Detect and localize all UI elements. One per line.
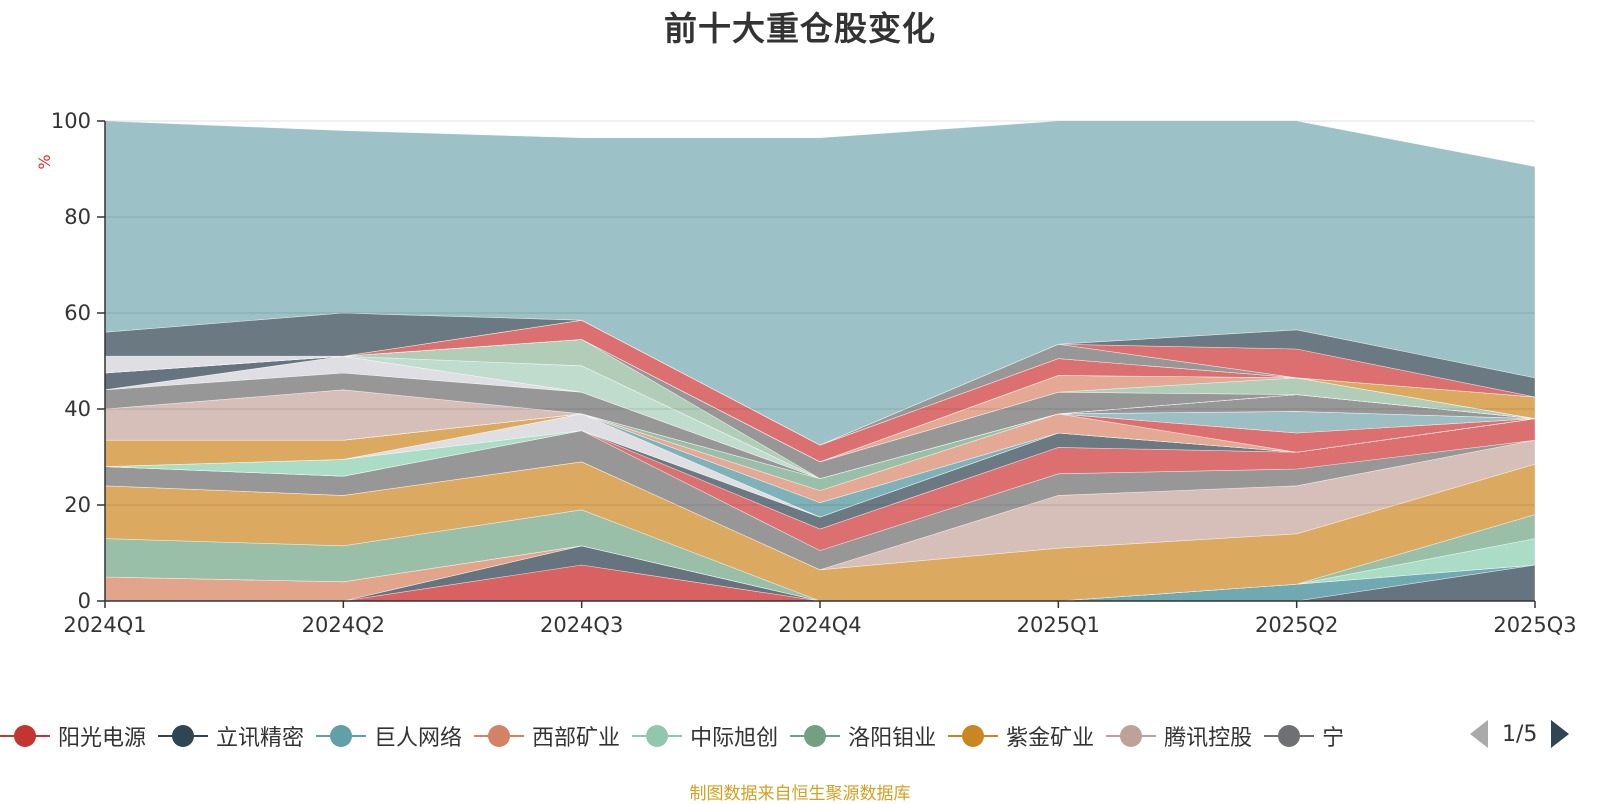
y-axis-unit: % xyxy=(35,154,54,169)
legend-item[interactable]: 西部矿业 xyxy=(474,718,620,754)
legend-label: 腾讯控股 xyxy=(1164,726,1253,751)
legend-marker-icon xyxy=(474,724,525,748)
grid-layer xyxy=(105,120,1535,506)
axis-layer: 0 20 40 60 80 100 2024Q1 2024Q2 2024Q3 2024Q4 2025… xyxy=(51,109,1577,637)
legend-prev-arrow-icon[interactable] xyxy=(1470,720,1488,748)
legend-item[interactable]: 中际旭创 xyxy=(632,718,778,754)
y-tick-label: 80 xyxy=(64,205,91,229)
legend-item[interactable]: 宁 xyxy=(1264,718,1344,754)
x-tick-label: 2025Q2 xyxy=(1255,613,1338,637)
legend-marker-icon xyxy=(316,724,367,748)
legend-label: 洛阳钼业 xyxy=(848,726,937,751)
legend-label: 中际旭创 xyxy=(690,726,779,751)
legend-item[interactable]: 巨人网络 xyxy=(316,718,462,754)
legend-item[interactable]: 紫金矿业 xyxy=(948,718,1094,754)
legend-marker-icon xyxy=(1106,724,1157,748)
x-tick-label: 2025Q3 xyxy=(1493,613,1576,637)
legend: 阳光电源 立讯精密 巨人网络 西部矿业 中际旭创 洛阳钼业 紫金矿业 腾讯控股 宁 xyxy=(0,718,1490,754)
area-series-35[interactable] xyxy=(104,120,1536,446)
legend-marker-icon xyxy=(632,724,683,748)
x-tick-label: 2024Q2 xyxy=(302,613,385,637)
y-tick-label: 0 xyxy=(78,589,91,613)
legend-label: 宁 xyxy=(1322,726,1345,751)
legend-label: 立讯精密 xyxy=(216,726,305,751)
legend-marker-icon xyxy=(1264,724,1315,748)
x-tick-label: 2024Q1 xyxy=(63,613,146,637)
legend-label: 紫金矿业 xyxy=(1006,726,1095,751)
legend-pager: 1/5 xyxy=(1470,714,1570,754)
area-layer xyxy=(104,120,1536,602)
legend-item[interactable]: 阳光电源 xyxy=(0,718,146,754)
chart-title: 前十大重仓股变化 xyxy=(664,9,936,48)
legend-marker-icon xyxy=(158,724,209,748)
x-tick-label: 2025Q1 xyxy=(1017,613,1100,637)
legend-label: 西部矿业 xyxy=(532,726,621,751)
y-tick-label: 100 xyxy=(51,109,91,133)
data-source-note: 制图数据来自恒生聚源数据库 xyxy=(689,784,911,804)
y-tick-label: 20 xyxy=(64,493,91,517)
legend-label: 巨人网络 xyxy=(374,726,463,751)
x-tick-label: 2024Q4 xyxy=(778,613,861,637)
legend-item[interactable]: 立讯精密 xyxy=(158,718,304,754)
legend-marker-icon xyxy=(948,724,999,748)
legend-next-arrow-icon[interactable] xyxy=(1551,720,1570,748)
legend-marker-icon xyxy=(790,724,841,748)
legend-marker-icon xyxy=(0,724,50,748)
legend-item[interactable]: 洛阳钼业 xyxy=(790,718,936,754)
legend-page-indicator: 1/5 xyxy=(1502,721,1538,747)
x-tick-label: 2024Q3 xyxy=(540,613,623,637)
legend-label: 阳光电源 xyxy=(58,726,147,751)
legend-item[interactable]: 腾讯控股 xyxy=(1106,718,1252,754)
y-tick-label: 40 xyxy=(64,397,91,421)
y-tick-label: 60 xyxy=(64,301,91,325)
